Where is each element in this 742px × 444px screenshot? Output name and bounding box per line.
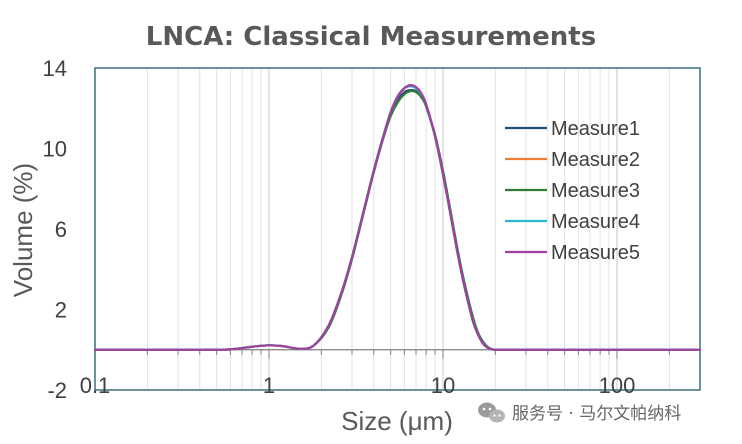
y-axis-ticks: -2 2 6 10 14 — [43, 56, 67, 403]
x-axis-ticks: 0.1 1 10 100 — [80, 373, 636, 398]
chart-title: LNCA: Classical Measurements — [146, 22, 596, 52]
x-tick-label: 1 — [263, 373, 275, 398]
legend-label-measure3: Measure3 — [551, 180, 640, 202]
legend: Measure1 Measure2 Measure3 Measure4 Measure5 — [505, 118, 640, 264]
plot-area-border — [94, 67, 701, 391]
y-tick-label: 14 — [43, 56, 67, 81]
x-tick-label: 100 — [599, 373, 636, 398]
legend-label-measure1: Measure1 — [551, 118, 640, 140]
y-axis-label: Volume (%) — [8, 163, 38, 297]
y-tick-label: 2 — [55, 298, 67, 323]
legend-label-measure5: Measure5 — [551, 242, 640, 264]
x-tick-label: 0.1 — [80, 373, 111, 398]
y-tick-label: 6 — [55, 217, 67, 242]
y-tick-label: -2 — [47, 378, 67, 403]
series-line-measure5 — [93, 83, 702, 351]
wechat-icon — [478, 402, 505, 423]
watermark: 服务号 · 马尔文帕纳科 — [478, 402, 681, 424]
x-tick-label: 10 — [431, 373, 455, 398]
x-axis-label: Size (μm) — [341, 406, 453, 436]
legend-label-measure4: Measure4 — [551, 211, 640, 233]
legend-label-measure2: Measure2 — [551, 149, 640, 171]
y-tick-label: 10 — [43, 137, 67, 162]
watermark-text: 服务号 · 马尔文帕纳科 — [512, 404, 681, 424]
series-lines — [93, 83, 702, 351]
